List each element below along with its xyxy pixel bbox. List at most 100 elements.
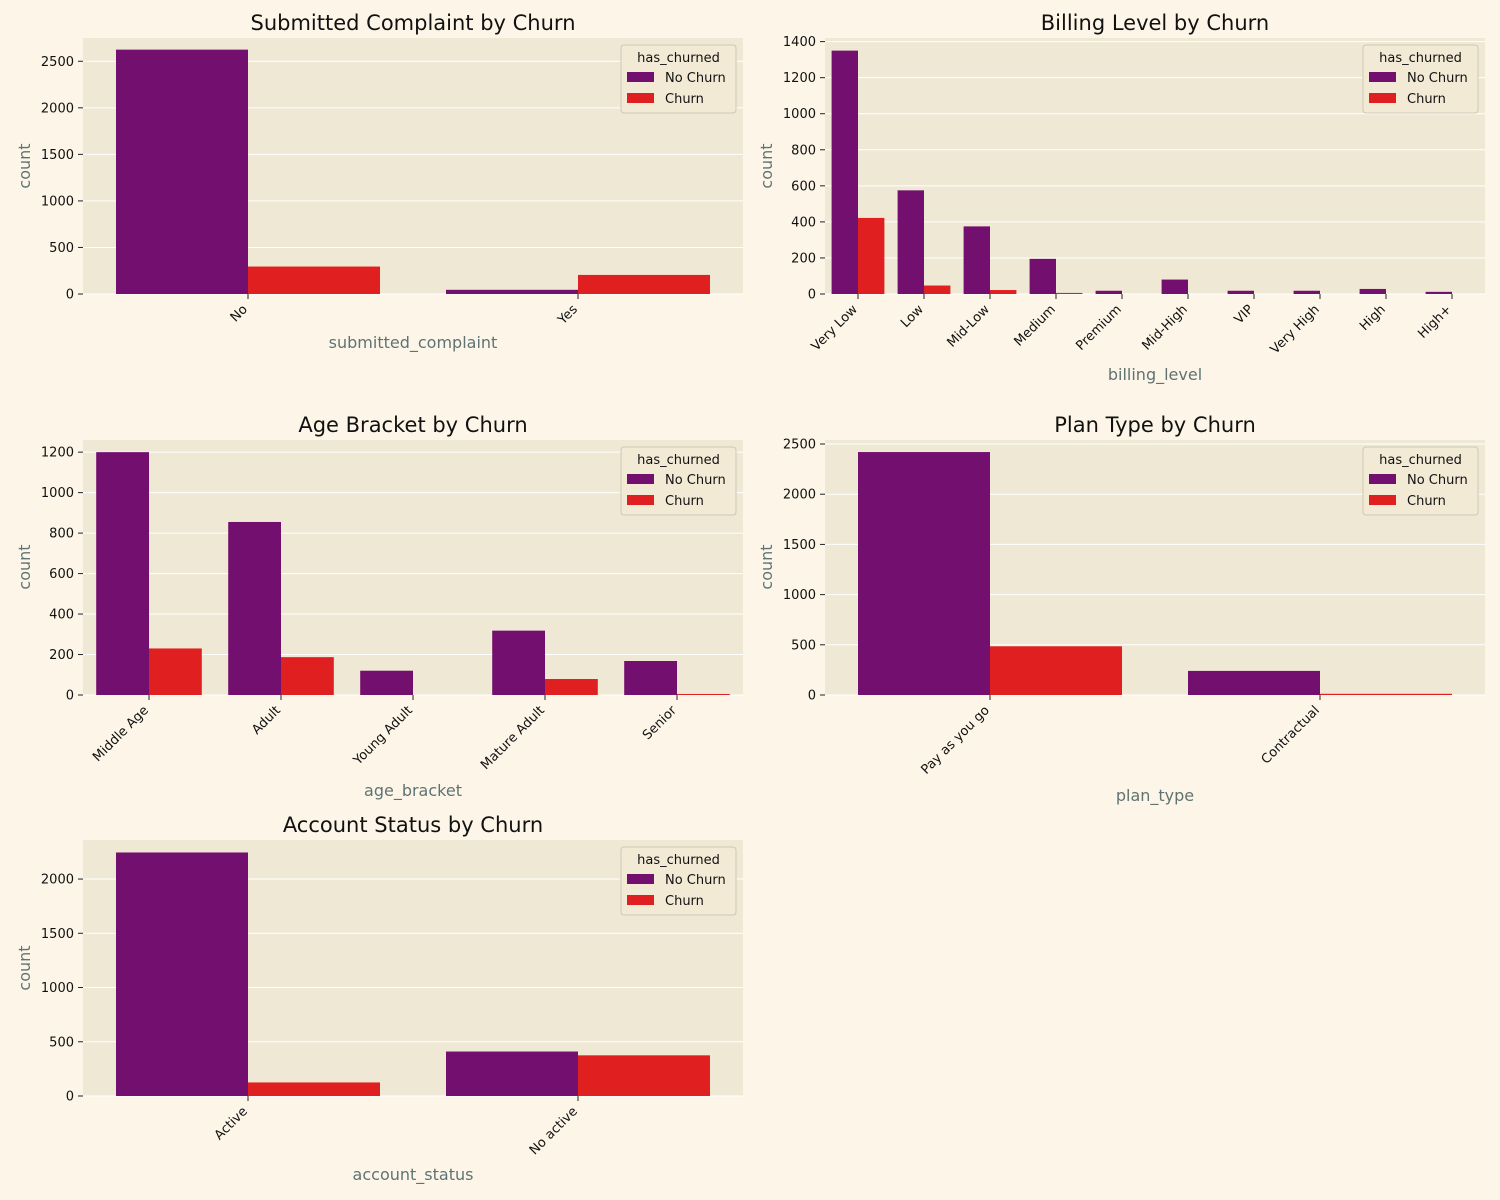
legend-swatch [627,72,654,82]
y-tick-label: 400 [49,608,74,623]
legend-title: has_churned [637,453,720,468]
x-axis-label: account_status [353,1165,474,1185]
y-tick-label: 1000 [783,107,816,122]
x-tick-label: No [228,302,251,325]
bar [116,49,248,294]
bar [624,661,677,695]
x-axis-label: plan_type [1116,786,1194,806]
legend-label: No Churn [665,473,726,488]
bar [858,217,885,294]
y-tick-label: 1500 [41,148,74,163]
y-tick-label: 1000 [41,981,74,996]
legend-label: No Churn [665,873,726,888]
x-tick-label: Active [212,1104,251,1143]
bar [149,648,202,695]
y-tick-label: 500 [49,241,74,256]
y-tick-label: 1000 [41,194,74,209]
x-tick-label: Mid-Low [944,302,993,351]
chart-panel: 0 500 1000 1500 2000 Active No active Account S… [15,813,743,1185]
bar [446,289,578,294]
y-axis-label: count [15,945,34,990]
chart-title: Submitted Complaint by Churn [251,11,576,35]
bar [578,274,710,294]
legend-swatch [1369,495,1396,505]
y-tick-label: 600 [791,179,816,194]
x-tick-label: Very High [1268,302,1323,357]
legend-title: has_churned [1379,453,1462,468]
legend-label: No Churn [665,71,726,86]
y-tick-label: 2500 [783,438,816,453]
bar [360,670,413,695]
bar [1161,279,1188,294]
y-tick-label: 500 [791,638,816,653]
x-tick-label: Young Adult [350,703,416,769]
legend-label: Churn [665,894,704,909]
y-tick-label: 500 [49,1035,74,1050]
legend-label: Churn [665,92,704,107]
bar [963,226,990,294]
x-tick-label: Low [898,302,927,331]
bar [1188,670,1320,695]
y-tick-label: 2500 [41,55,74,70]
y-tick-label: 800 [49,527,74,542]
bar [990,290,1017,294]
bar [858,452,990,695]
y-tick-label: 400 [791,215,816,230]
x-tick-label: VIP [1232,302,1257,327]
chart-title: Plan Type by Churn [1054,413,1256,437]
chart-panel: 0 500 1000 1500 2000 2500 No Yes Submitted Compl… [15,11,743,353]
x-axis-label: billing_level [1108,365,1202,385]
y-tick-label: 1400 [783,35,816,50]
y-tick-label: 0 [66,288,74,303]
bar [1095,290,1122,294]
x-axis-label: submitted_complaint [329,333,498,353]
bar [897,190,924,294]
legend-label: No Churn [1407,71,1468,86]
x-tick-label: High+ [1415,302,1454,341]
bar [228,521,281,695]
y-tick-label: 1000 [783,588,816,603]
bar [492,630,545,695]
x-tick-label: High [1357,302,1389,334]
y-tick-label: 1200 [41,446,74,461]
legend-title: has_churned [1379,51,1462,66]
x-axis-label: age_bracket [364,781,462,801]
x-tick-label: Mid-High [1139,302,1190,353]
y-tick-label: 200 [49,648,74,663]
chart-panel: 0 200 400 600 800 1000 1200 Middle Age Adult Youn… [15,413,743,801]
legend-swatch [627,495,654,505]
bar [924,285,951,294]
y-tick-label: 1500 [783,538,816,553]
y-axis-label: count [757,544,776,589]
bar [1029,258,1056,294]
bar [1425,291,1452,294]
x-tick-label: Medium [1011,302,1058,349]
legend-swatch [627,895,654,905]
bar [1056,292,1083,294]
y-tick-label: 2000 [41,873,74,888]
x-tick-label: Premium [1073,302,1125,354]
bar [1320,693,1452,695]
x-tick-label: Pay as you go [918,703,992,777]
bar [1227,290,1254,294]
bar [281,657,334,695]
legend-title: has_churned [637,853,720,868]
legend-label: Churn [1407,494,1446,509]
legend-label: Churn [1407,92,1446,107]
x-tick-label: Contractual [1259,703,1323,767]
legend-swatch [627,93,654,103]
chart-panel: 0 500 1000 1500 2000 2500 Pay as you go Contrac… [757,413,1485,806]
bar [831,50,858,294]
chart-panel: 0 200 400 600 800 1000 1200 1400 Very Low Low Mid-… [757,11,1485,385]
y-axis-label: count [15,143,34,188]
y-tick-label: 600 [49,567,74,582]
y-tick-label: 2000 [41,101,74,116]
x-tick-label: Yes [555,302,581,328]
bar [248,1082,380,1096]
y-tick-label: 800 [791,143,816,158]
bar [545,679,598,695]
legend-title: has_churned [637,51,720,66]
x-tick-label: No active [527,1104,581,1158]
y-tick-label: 0 [66,1090,74,1105]
